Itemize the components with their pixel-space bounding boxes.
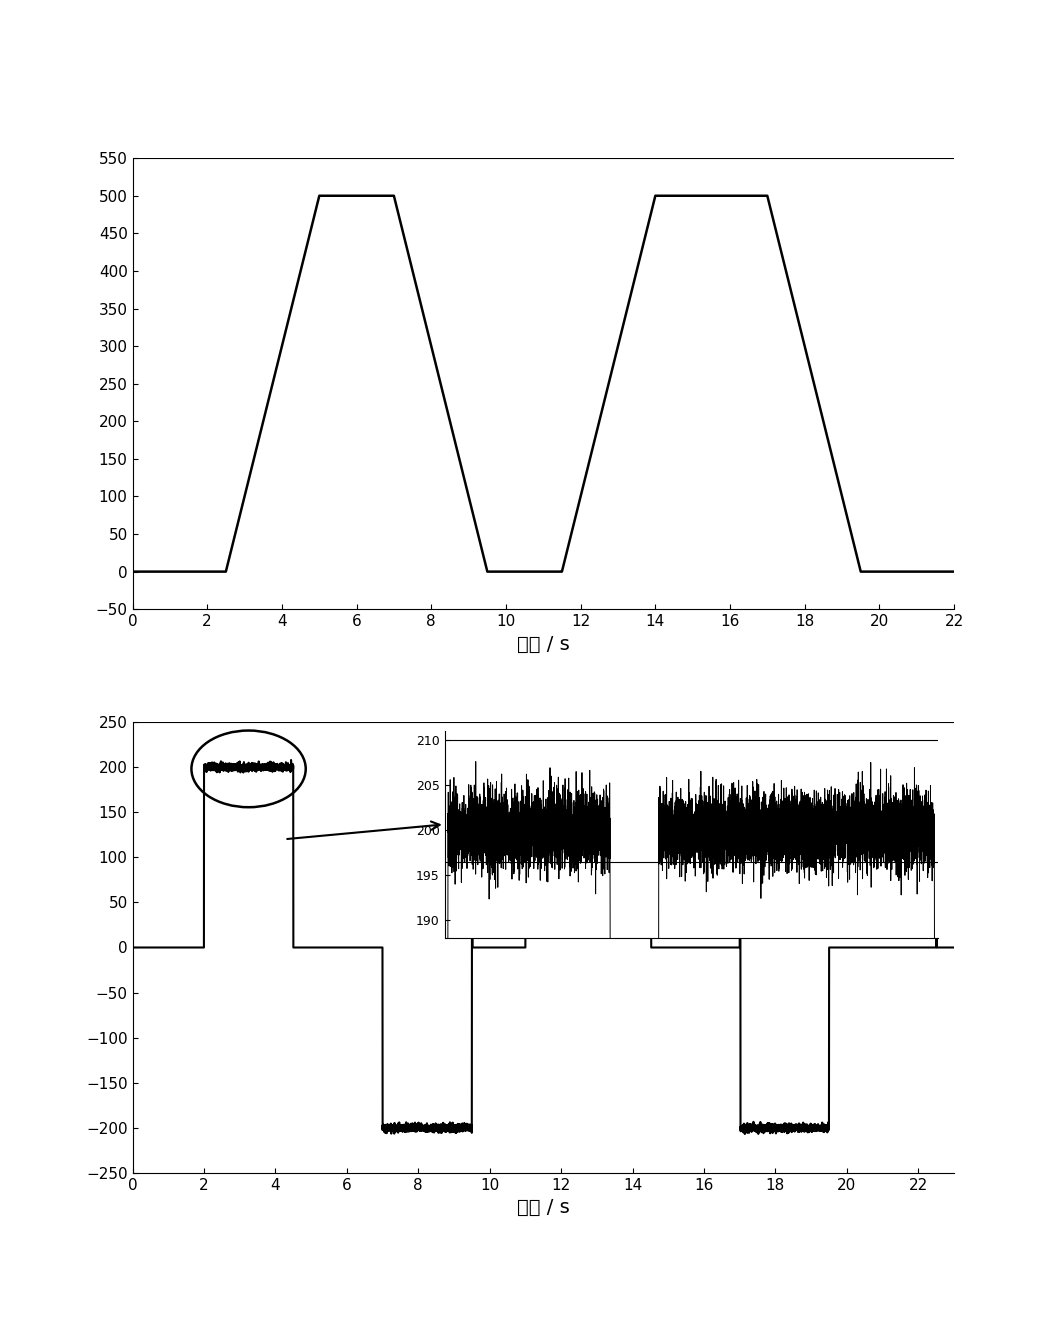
- X-axis label: 时间 / s: 时间 / s: [517, 635, 569, 654]
- X-axis label: 时间 / s: 时间 / s: [517, 1198, 569, 1218]
